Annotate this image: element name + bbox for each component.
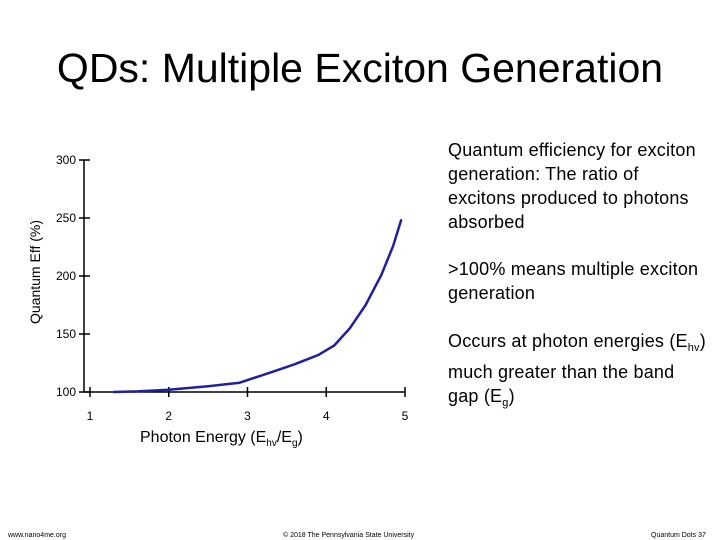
note-condition-pre: Occurs at photon energies (E — [448, 331, 688, 351]
note-condition-sub-g: g — [502, 397, 509, 409]
x-tick-label: 2 — [165, 409, 172, 423]
y-axis-label: Quantum Eff (%) — [27, 220, 43, 324]
x-axis-label: Photon Energy (Ehv/Eg) — [140, 429, 303, 449]
x-axis-label-mid: /E — [277, 429, 292, 446]
note-condition-sub-hv: hv — [687, 342, 700, 354]
x-axis-label-pre: Photon Energy (E — [140, 429, 266, 446]
y-axis: 100 150 200 250 300 — [56, 153, 90, 399]
notes-panel: Quantum efficiency for exciton generatio… — [448, 138, 710, 438]
footer-copyright: © 2018 The Pennsylvania State University — [283, 532, 415, 539]
note-meaning: >100% means multiple exciton generation — [448, 259, 699, 303]
y-tick-label: 250 — [56, 211, 76, 225]
series-group — [112, 219, 403, 394]
x-tick-label: 1 — [87, 409, 94, 423]
x-tick-label: 3 — [244, 409, 251, 423]
y-tick-label: 100 — [56, 385, 76, 399]
note-condition-mid: ) much greater than the band gap (E — [448, 331, 706, 406]
x-tick-label: 5 — [402, 409, 409, 423]
footer-website: www.nano4me.org — [8, 532, 66, 539]
x-axis-label-post: ) — [298, 429, 303, 446]
note-condition: Occurs at photon energies (Ehv) much gre… — [448, 329, 710, 415]
series-line — [112, 219, 403, 394]
slide-title: QDs: Multiple Exciton Generation — [56, 45, 664, 91]
x-axis-label-sub-g: g — [292, 438, 298, 449]
note-definition: Quantum efficiency for exciton generatio… — [448, 140, 696, 232]
x-tick-label: 4 — [323, 409, 330, 423]
y-tick-label: 150 — [56, 327, 76, 341]
y-tick-label: 200 — [56, 269, 76, 283]
y-tick-label: 300 — [56, 153, 76, 167]
footer-slide-number: Quantum Dots 37 — [651, 532, 706, 539]
x-axis-label-sub-hv: hv — [266, 438, 277, 449]
note-condition-post: ) — [508, 386, 515, 406]
